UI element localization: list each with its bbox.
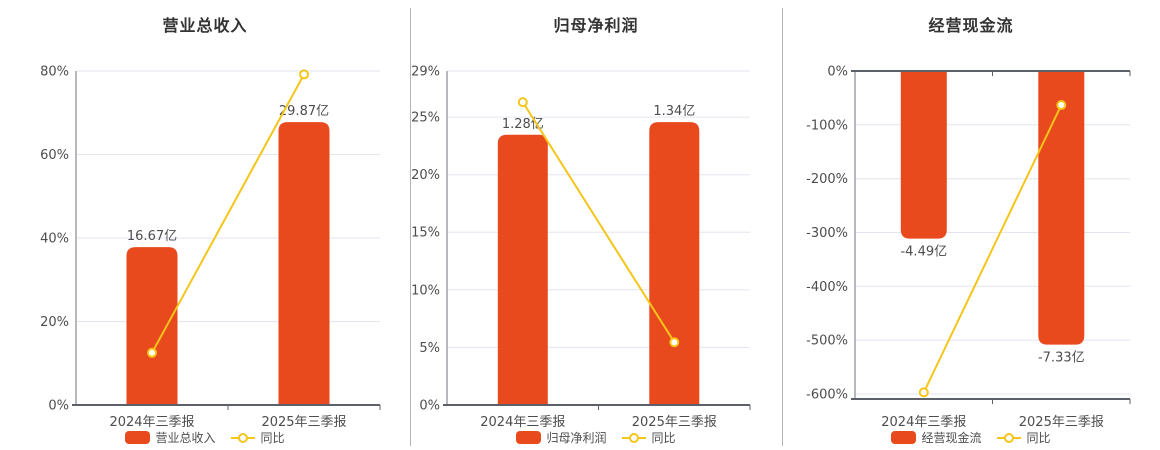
bar-value-label: -4.49亿 — [900, 245, 947, 260]
x-category-label: 2025年三季报 — [261, 415, 347, 430]
y-axis-tick-label: -300% — [806, 226, 848, 241]
panel-divider — [782, 8, 783, 446]
chart-plot: 0% -100% -200% -300% -400% -500% -600% -4.49亿 -7… — [806, 65, 1131, 404]
bar-legend-label: 归母净利润 — [546, 431, 607, 445]
bar[interactable] — [649, 122, 700, 405]
y-axis-tick-label: 40% — [40, 232, 69, 247]
bar[interactable] — [278, 122, 330, 405]
x-category-label: 2024年三季报 — [881, 415, 967, 430]
x-category-label: 2024年三季报 — [480, 415, 566, 430]
y-axis-tick-label: 20% — [40, 315, 69, 330]
bar[interactable] — [900, 71, 947, 239]
y-axis-tick-label: 0% — [827, 65, 848, 80]
legend-item-line[interactable]: 同比 — [621, 429, 676, 446]
legend: 经营现金流 同比 — [782, 429, 1160, 446]
line-marker[interactable] — [1056, 100, 1067, 110]
legend: 营业总收入 同比 — [0, 429, 410, 446]
bar-value-label: -7.33亿 — [1038, 351, 1085, 366]
y-axis-tick-label: 80% — [40, 65, 69, 80]
line-marker[interactable] — [517, 97, 528, 108]
bar-legend-swatch — [891, 431, 917, 444]
legend-item-line[interactable]: 同比 — [230, 429, 285, 446]
bar-value-label: 29.87亿 — [279, 104, 329, 119]
line-legend-icon — [996, 432, 1021, 443]
line-marker[interactable] — [147, 347, 157, 358]
x-category-label: 2025年三季报 — [1018, 415, 1104, 430]
y-axis-tick-label: 0% — [48, 399, 69, 414]
panel-divider — [410, 8, 411, 446]
chart-title: 经营现金流 — [928, 16, 1014, 35]
line-legend-label: 同比 — [651, 431, 676, 445]
y-axis-tick-label: 10% — [411, 283, 440, 298]
trend-line — [521, 101, 676, 343]
y-axis-tick-label: 60% — [40, 148, 69, 163]
y-axis-tick-label: -100% — [806, 118, 848, 133]
chart-panel-operating-cash-flow: 经营现金流 0% -100% -200% -300% -400% -500% -600% -4… — [782, 0, 1160, 450]
bar[interactable] — [1038, 71, 1085, 345]
chart-plot: 80% 60% 40% 20% 0% 16.67亿 29.87亿 — [40, 65, 381, 414]
y-axis-tick-label: 25% — [411, 111, 440, 126]
y-axis-tick-label: -200% — [806, 172, 848, 187]
y-axis-tick-label: -600% — [806, 388, 848, 403]
y-axis-tick-label: 20% — [411, 168, 440, 183]
y-axis-tick-label: 5% — [419, 341, 440, 356]
bar-legend-swatch — [516, 431, 542, 444]
bar-legend-label: 营业总收入 — [155, 431, 216, 445]
y-axis-tick-label: -500% — [806, 334, 848, 349]
chart-panel-net-profit: 归母净利润 29% 25% 20% 15% 10% 5% 0% 1.28亿 1.34亿 2024… — [410, 0, 782, 450]
x-category-label: 2024年三季报 — [109, 415, 195, 430]
line-marker[interactable] — [299, 69, 309, 80]
y-axis-tick-label: 29% — [411, 65, 440, 80]
legend-item-bar[interactable]: 归母净利润 — [516, 429, 607, 446]
bar-value-label: 16.67亿 — [127, 229, 177, 244]
trend-line — [151, 73, 305, 354]
legend: 归母净利润 同比 — [410, 429, 782, 446]
bar-legend-label: 经营现金流 — [921, 431, 982, 445]
line-marker[interactable] — [918, 387, 929, 398]
line-legend-icon — [621, 432, 646, 443]
bar-value-label: 1.34亿 — [653, 104, 695, 119]
line-legend-label: 同比 — [1026, 431, 1051, 445]
bar-legend-swatch — [125, 431, 151, 444]
line-marker[interactable] — [669, 337, 680, 348]
bar[interactable] — [126, 247, 178, 405]
chart-panel-revenue: 营业总收入 80% 60% 40% 20% 0% 16.67亿 29.87亿 2024年三季… — [0, 0, 410, 450]
y-axis-tick-label: -400% — [806, 280, 848, 295]
trend-line — [922, 104, 1063, 393]
y-axis-tick-label: 0% — [419, 399, 440, 414]
legend-item-bar[interactable]: 营业总收入 — [125, 429, 216, 446]
bar[interactable] — [497, 134, 548, 406]
y-axis-tick-label: 15% — [411, 226, 440, 241]
legend-item-bar[interactable]: 经营现金流 — [891, 429, 982, 446]
line-legend-icon — [230, 432, 255, 443]
x-category-label: 2025年三季报 — [631, 415, 717, 430]
legend-item-line[interactable]: 同比 — [996, 429, 1051, 446]
chart-title: 归母净利润 — [553, 16, 639, 35]
line-legend-label: 同比 — [260, 431, 285, 445]
chart-title: 营业总收入 — [162, 16, 248, 35]
